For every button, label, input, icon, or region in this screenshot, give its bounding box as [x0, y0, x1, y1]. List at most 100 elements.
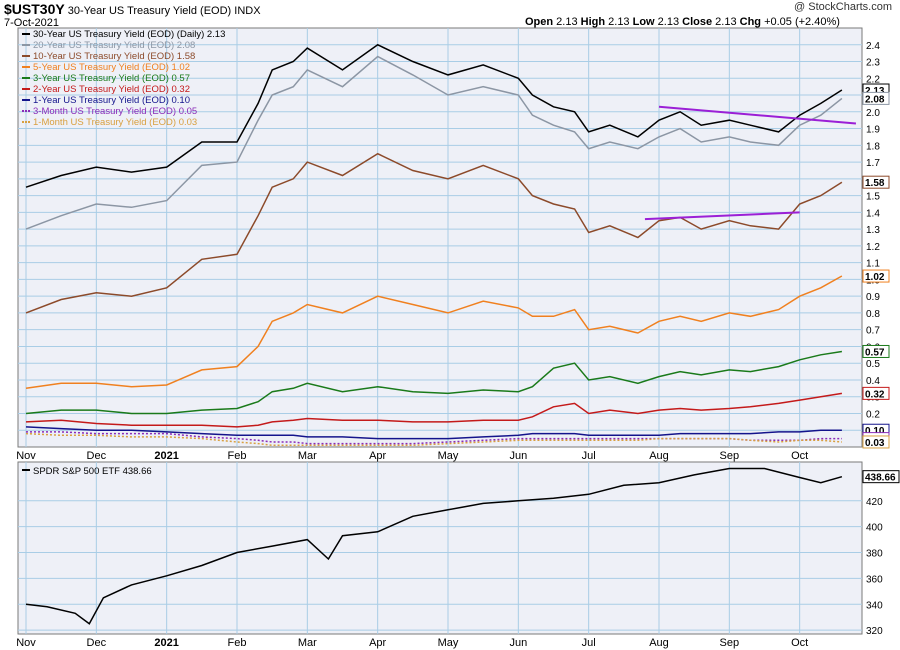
legend-entry: 10-Year US Treasury Yield (EOD) 1.58	[33, 51, 195, 62]
last-value-box	[862, 91, 890, 105]
spy-panel: 320 340 360 380 400 420 438.66 SPDR S&P 500 ETF…	[17, 461, 900, 637]
legend-entry: 20-Year US Treasury Yield (EOD) 2.08	[33, 40, 195, 51]
ohlc-value: 2.13	[556, 16, 581, 28]
x-tick-label: Aug	[649, 450, 669, 462]
series-line	[25, 55, 843, 230]
y-tick-label: 0.8	[866, 309, 880, 320]
y-tick-label: 1.1	[866, 259, 880, 270]
x-tick-label: Sep	[720, 637, 740, 649]
watermark: @ StockCharts.com	[794, 1, 892, 13]
y-tick-label: 400	[866, 523, 883, 534]
last-value-label: 438.66	[865, 473, 896, 484]
ohlc-value: 2.13	[657, 16, 683, 28]
ohlc-value: 2.13	[715, 16, 740, 28]
y-tick-label: 0.9	[866, 292, 880, 303]
series-line	[25, 43, 843, 188]
legend-entry: 3-Year US Treasury Yield (EOD) 0.57	[33, 73, 190, 84]
y-tick-label: 1.9	[866, 125, 880, 136]
x-tick-label: May	[438, 637, 459, 649]
y-tick-label: 2.3	[866, 58, 880, 69]
last-value-label: 1.02	[865, 272, 885, 283]
last-value-label: 0.32	[865, 389, 885, 400]
x-tick-label: 2021	[154, 637, 178, 649]
chart-date: 7-Oct-2021	[4, 17, 60, 29]
x-tick-label: Sep	[720, 450, 740, 462]
symbol-description: 30-Year US Treasury Yield (EOD)	[67, 5, 232, 17]
y-tick-label: 1.2	[866, 242, 880, 253]
legend-entry: 1-Month US Treasury Yield (EOD) 0.03	[33, 117, 197, 128]
last-value-box	[862, 344, 890, 358]
x-tick-label: Oct	[791, 450, 808, 462]
chart-header-title: $UST30Y 30-Year US Treasury Yield (EOD) …	[4, 1, 261, 17]
exchange-label: INDX	[234, 5, 261, 17]
y-tick-label: 1.3	[866, 225, 880, 236]
x-tick-label: Mar	[298, 637, 317, 649]
trendline	[644, 211, 800, 221]
y-tick-label: 0.7	[866, 326, 880, 337]
series-line	[25, 350, 843, 415]
last-value-label: 1.58	[865, 178, 885, 189]
x-tick-label: Jun	[509, 450, 527, 462]
ohlc-value: 2.13	[608, 16, 633, 28]
last-value-box	[862, 386, 890, 400]
last-value-label: 2.08	[865, 94, 885, 105]
legend-entry: SPDR S&P 500 ETF 438.66	[33, 466, 152, 477]
y-tick-label: 1.8	[866, 141, 880, 152]
x-tick-label: 2021	[154, 450, 178, 462]
x-tick-label: Apr	[369, 637, 386, 649]
x-tick-label: Mar	[298, 450, 317, 462]
y-tick-label: 2.2	[866, 74, 880, 85]
plot-area	[17, 27, 863, 448]
series-line	[25, 152, 843, 314]
x-tick-label: Jul	[582, 637, 596, 649]
series-line	[25, 392, 843, 428]
symbol-label: $UST30Y	[4, 1, 65, 17]
last-value-label: 0.03	[865, 438, 885, 449]
legend-entry: 2-Year US Treasury Yield (EOD) 0.32	[33, 84, 190, 95]
y-tick-label: 0.5	[866, 359, 880, 370]
last-value-label: 2.13	[865, 86, 885, 97]
x-tick-label: Oct	[791, 637, 808, 649]
ohlc-label: Chg	[739, 16, 765, 28]
y-tick-label: 1.5	[866, 192, 880, 203]
plot-area	[17, 461, 863, 635]
last-value-box	[862, 470, 900, 484]
ohlc-label: Close	[682, 16, 716, 28]
last-value-box	[862, 435, 890, 449]
spy-line	[25, 467, 843, 625]
x-tick-label: May	[438, 450, 459, 462]
x-tick-label: Dec	[87, 450, 107, 462]
series-line	[25, 275, 843, 390]
x-tick-label: Jul	[582, 450, 596, 462]
y-tick-label: 1.7	[866, 158, 880, 169]
last-value-box	[862, 175, 890, 189]
x-tick-label: Jun	[509, 637, 527, 649]
series-line	[25, 432, 842, 447]
y-tick-label: 380	[866, 549, 883, 560]
y-tick-label: 0.4	[866, 376, 880, 387]
ohlc-label: Open	[525, 16, 557, 28]
x-tick-label: Feb	[228, 637, 247, 649]
x-tick-label: Nov	[16, 637, 36, 649]
series-line	[25, 426, 842, 440]
x-tick-label: Aug	[649, 637, 669, 649]
legend-entry: 3-Month US Treasury Yield (EOD) 0.05	[33, 106, 197, 117]
y-tick-label: 1.4	[866, 208, 880, 219]
ohlc-label: High	[580, 16, 609, 28]
y-tick-label: 2.4	[866, 41, 880, 52]
last-value-label: 0.10	[865, 426, 885, 437]
y-tick-label: 2.0	[866, 108, 880, 119]
series-line	[26, 431, 842, 445]
x-tick-label: Dec	[87, 637, 107, 649]
y-tick-label: 0.2	[866, 409, 880, 420]
yield-panel: 0.10.20.30.40.50.60.70.80.91.01.11.21.31…	[17, 27, 890, 449]
ohlc-readout: Open 2.13 High 2.13 Low 2.13 Close 2.13 …	[525, 16, 840, 28]
x-tick-label: Feb	[228, 450, 247, 462]
ohlc-label: Low	[632, 16, 658, 28]
ohlc-value: +0.05 (+2.40%)	[764, 16, 840, 28]
y-tick-label: 340	[866, 600, 883, 611]
x-tick-label: Apr	[369, 450, 386, 462]
y-tick-label: 360	[866, 574, 883, 585]
